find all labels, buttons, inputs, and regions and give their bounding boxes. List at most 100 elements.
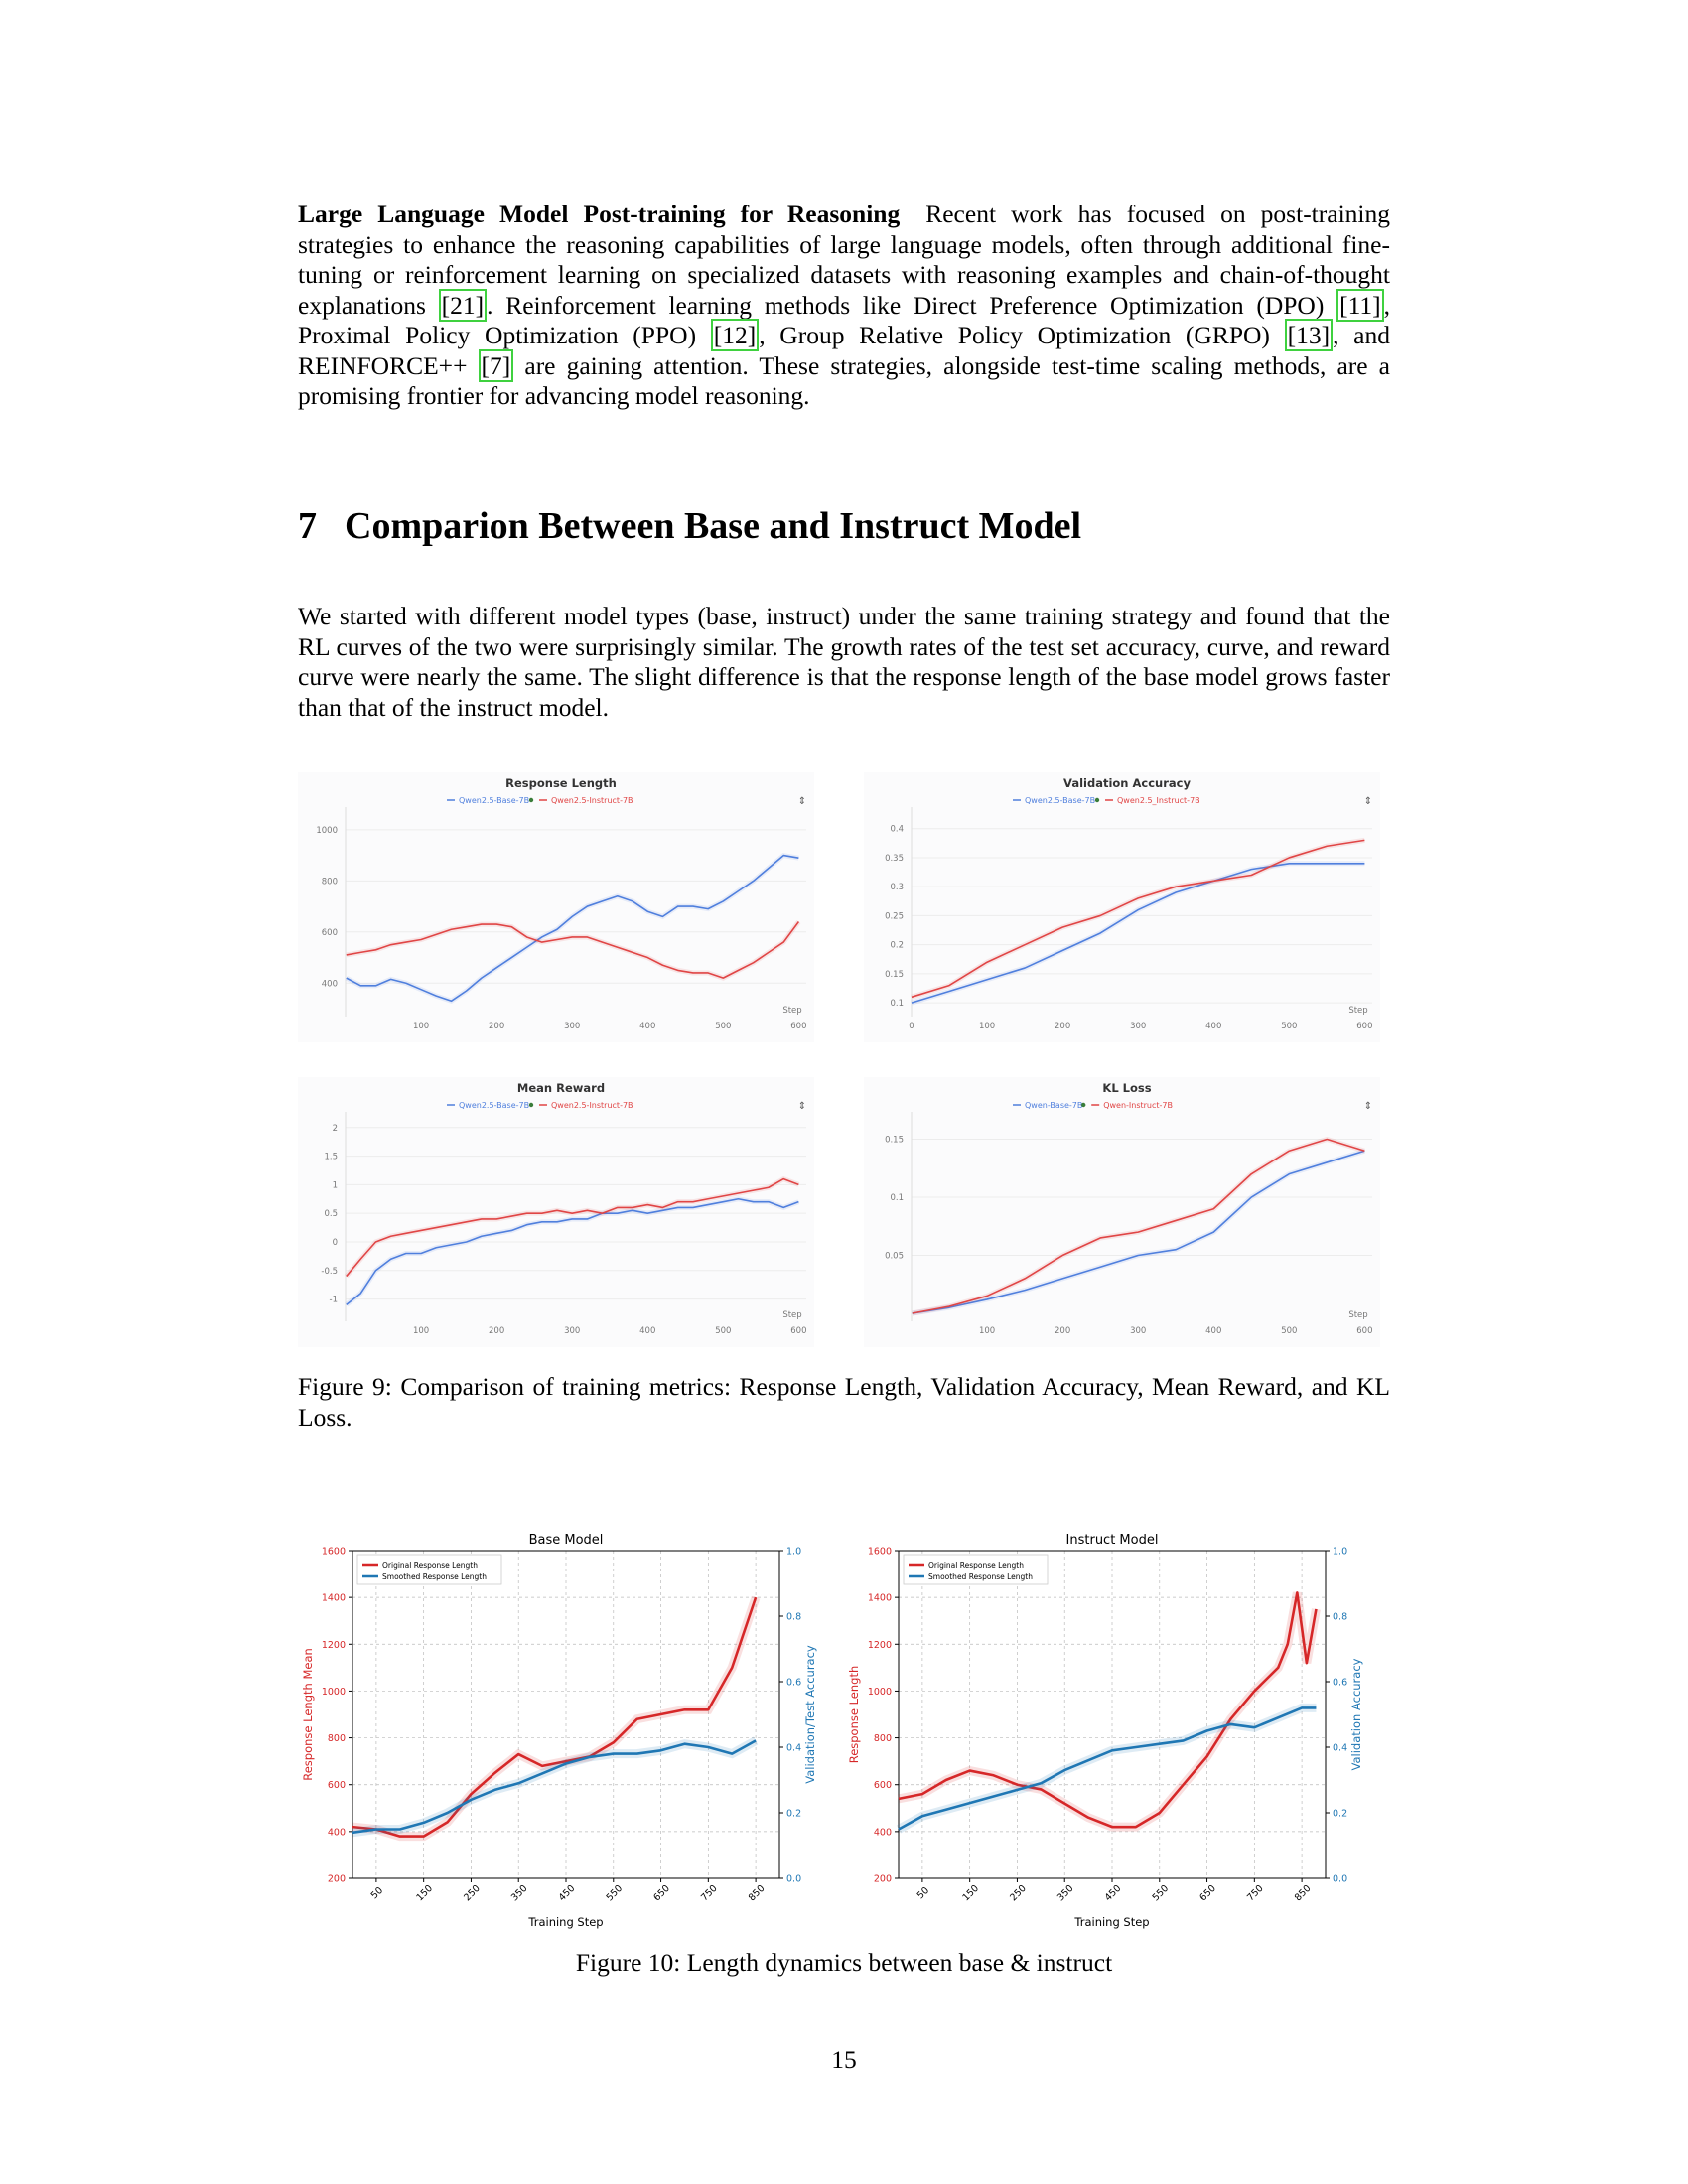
- y2-tick-label: 0.4: [1333, 1743, 1347, 1754]
- x-tick-label: 300: [1130, 1022, 1146, 1031]
- x-tick-label: 400: [1205, 1326, 1221, 1336]
- chart-legend: Qwen2.5-Base-7B Qwen2.5_Instruct-7B: [1013, 796, 1200, 805]
- y-tick-label: 1: [333, 1180, 338, 1190]
- y2-tick-label: 0.0: [1333, 1874, 1347, 1885]
- figure9-caption: Figure 9: Comparison of training metrics…: [298, 1372, 1390, 1432]
- y-tick-label: 800: [874, 1733, 892, 1744]
- chart-background: [864, 1077, 1380, 1347]
- page-number: 15: [831, 2045, 857, 2074]
- legend-label: Smoothed Response Length: [382, 1572, 487, 1581]
- y2-tick-label: 0.8: [1333, 1612, 1347, 1623]
- legend-label: Qwen2.5-Base-7B: [1025, 796, 1095, 805]
- legend-label: Qwen2.5-Base-7B: [459, 1101, 529, 1110]
- y-tick-label: 0.3: [890, 883, 904, 892]
- y2-tick-label: 0.4: [786, 1743, 801, 1754]
- y-tick-label: 0.25: [885, 911, 904, 921]
- y-tick-label: 1200: [322, 1640, 346, 1651]
- y-axis-label: Response Length: [847, 1666, 861, 1764]
- section-title: Comparion Between Base and Instruct Mode…: [345, 505, 1082, 547]
- series-line-1: [352, 1596, 758, 1838]
- x-tick-label: 100: [979, 1326, 995, 1336]
- series-line-2: [898, 1706, 1317, 1831]
- x-tick-label: 50: [915, 1885, 931, 1901]
- chart-background: [864, 772, 1380, 1042]
- x-tick-label: 500: [1281, 1022, 1297, 1031]
- y-tick-label: 1.5: [324, 1153, 338, 1162]
- x-tick-label: 50: [369, 1885, 385, 1901]
- chart-title: Mean Reward: [517, 1081, 605, 1095]
- y-tick-label: 1400: [322, 1593, 346, 1604]
- chart-title: Base Model: [529, 1533, 604, 1548]
- x-tick-label: 600: [790, 1022, 806, 1031]
- chart-title: Validation Accuracy: [1063, 776, 1191, 790]
- x-tick-label: 500: [715, 1326, 731, 1336]
- citation-12[interactable]: [12]: [710, 319, 760, 351]
- citation-21[interactable]: [21]: [438, 288, 488, 322]
- x-tick-label: 150: [414, 1883, 435, 1904]
- x-tick-label: 100: [413, 1326, 429, 1336]
- chart-legend: Qwen2.5-Base-7B Qwen2.5-Instruct-7B: [447, 796, 633, 805]
- y2-axis-label: Validation Accuracy: [1349, 1658, 1363, 1770]
- paragraph-text-2: . Reinforcement learning methods like Di…: [487, 290, 1337, 320]
- x-tick-label: 100: [413, 1022, 429, 1031]
- y-tick-label: 1000: [322, 1687, 346, 1698]
- series-line-2: [911, 839, 1365, 999]
- legend-label: Qwen2.5-Instruct-7B: [551, 796, 633, 805]
- x-axis-label: Step: [782, 1310, 801, 1320]
- x-axis-label: Step: [1348, 1310, 1367, 1320]
- x-tick-label: 450: [557, 1883, 578, 1904]
- series-line-2: [346, 1177, 799, 1278]
- legend-label: Original Response Length: [928, 1561, 1024, 1570]
- paragraph-text-6: are gaining attention. These strategies,…: [298, 350, 1390, 411]
- series-line-1: [911, 862, 1365, 1004]
- y-tick-label: 800: [328, 1733, 346, 1744]
- y-tick-label: 1200: [868, 1640, 892, 1651]
- y2-tick-label: 0.2: [786, 1809, 801, 1820]
- x-tick-label: 200: [489, 1326, 504, 1336]
- chart-validation-accuracy: Validation Accuracy Qwen2.5-Base-7B Qwen2.…: [864, 772, 1380, 1042]
- y2-tick-label: 0.2: [1333, 1809, 1347, 1820]
- y-tick-label: 0.1: [890, 999, 904, 1009]
- section-number: 7: [298, 505, 317, 547]
- y2-tick-label: 0.6: [1333, 1678, 1347, 1689]
- x-tick-label: 750: [1245, 1883, 1266, 1904]
- chart-kl-loss: KL Loss Qwen-Base-7B Qwen-Instruct-7B ⇕ 0.05…: [864, 1077, 1380, 1347]
- y-tick-label: 0.5: [324, 1209, 338, 1219]
- x-tick-label: 850: [1293, 1883, 1314, 1904]
- y-tick-label: 600: [328, 1780, 346, 1791]
- chart-title: KL Loss: [1102, 1081, 1151, 1095]
- y-tick-label: 1600: [868, 1547, 892, 1558]
- figure10-caption: Figure 10: Length dynamics between base …: [575, 1948, 1113, 1977]
- x-tick-label: 650: [651, 1883, 672, 1904]
- x-tick-label: 0: [909, 1022, 914, 1031]
- x-tick-label: 350: [1055, 1883, 1076, 1904]
- y2-tick-label: 0.6: [786, 1678, 801, 1689]
- legend-dot: [528, 1102, 534, 1108]
- legend-label: Qwen2.5-Base-7B: [459, 796, 529, 805]
- y2-tick-label: 1.0: [786, 1547, 801, 1558]
- citation-7[interactable]: [7]: [478, 348, 514, 382]
- chart-legend: Qwen2.5-Base-7B Qwen2.5-Instruct-7B: [447, 1101, 633, 1110]
- legend-label: Smoothed Response Length: [928, 1572, 1033, 1581]
- x-axis-label: Step: [782, 1006, 801, 1016]
- x-tick-label: 500: [1281, 1326, 1297, 1336]
- paragraph-heading: Large Language Model Post-training for R…: [298, 200, 901, 228]
- y-tick-label: 200: [328, 1874, 346, 1885]
- y-tick-label: -0.5: [321, 1267, 338, 1277]
- legend-dot: [528, 797, 534, 803]
- x-tick-label: 300: [1130, 1326, 1146, 1336]
- y-tick-label: 1600: [322, 1547, 346, 1558]
- section-body: We started with different model types (b…: [298, 602, 1390, 722]
- legend-label: Qwen-Base-7B: [1025, 1101, 1082, 1110]
- citation-11[interactable]: [11]: [1336, 288, 1384, 322]
- series-band-1: [898, 1591, 1321, 1832]
- chart-response-length: Response Length Qwen2.5-Base-7B Qwen2.5-In…: [298, 772, 814, 1042]
- citation-13[interactable]: [13]: [1284, 319, 1334, 351]
- x-tick-label: 200: [1055, 1326, 1070, 1336]
- y-tick-label: 0.2: [890, 941, 904, 951]
- x-tick-label: 100: [979, 1022, 995, 1031]
- chart-background: [298, 772, 814, 1042]
- y2-tick-label: 0.8: [786, 1612, 801, 1623]
- chart-legend: Qwen-Base-7B Qwen-Instruct-7B: [1013, 1101, 1173, 1110]
- x-axis-label: Step: [1348, 1006, 1367, 1016]
